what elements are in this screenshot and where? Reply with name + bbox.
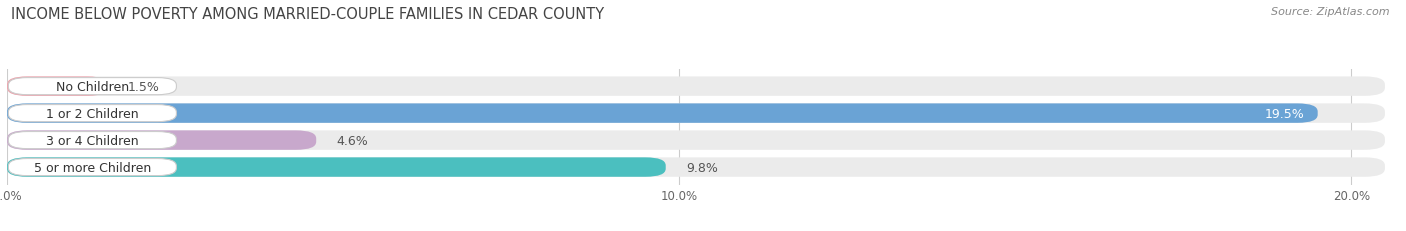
FancyBboxPatch shape (7, 158, 665, 177)
FancyBboxPatch shape (8, 132, 176, 149)
Text: 5 or more Children: 5 or more Children (34, 161, 150, 174)
Text: No Children: No Children (56, 80, 129, 93)
Text: 3 or 4 Children: 3 or 4 Children (46, 134, 139, 147)
FancyBboxPatch shape (7, 77, 1385, 96)
Text: INCOME BELOW POVERTY AMONG MARRIED-COUPLE FAMILIES IN CEDAR COUNTY: INCOME BELOW POVERTY AMONG MARRIED-COUPL… (11, 7, 605, 22)
Text: 9.8%: 9.8% (686, 161, 717, 174)
FancyBboxPatch shape (7, 158, 1385, 177)
FancyBboxPatch shape (7, 131, 316, 150)
Text: 1 or 2 Children: 1 or 2 Children (46, 107, 139, 120)
FancyBboxPatch shape (7, 104, 1317, 123)
FancyBboxPatch shape (7, 104, 1385, 123)
FancyBboxPatch shape (8, 159, 176, 176)
Text: 4.6%: 4.6% (336, 134, 368, 147)
FancyBboxPatch shape (7, 77, 108, 96)
FancyBboxPatch shape (7, 131, 1385, 150)
Text: 19.5%: 19.5% (1264, 107, 1305, 120)
Text: 1.5%: 1.5% (128, 80, 160, 93)
Text: Source: ZipAtlas.com: Source: ZipAtlas.com (1271, 7, 1389, 17)
FancyBboxPatch shape (8, 78, 176, 95)
FancyBboxPatch shape (8, 105, 176, 122)
